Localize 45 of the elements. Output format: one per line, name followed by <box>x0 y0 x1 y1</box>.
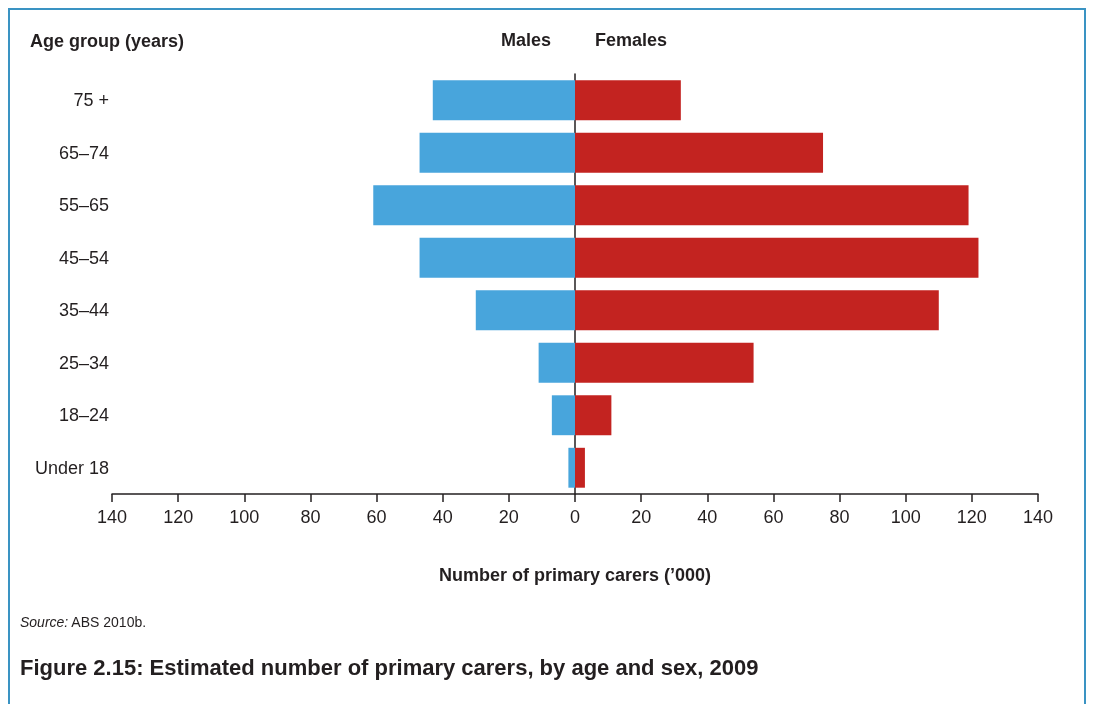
bar <box>575 447 585 488</box>
x-tick-label: 20 <box>498 507 519 527</box>
x-tick-label: 20 <box>631 507 652 527</box>
y-tick-label: 35–44 <box>58 300 109 321</box>
y-tick-label: Under 18 <box>34 457 109 478</box>
y-tick-label: 45–54 <box>58 247 109 268</box>
x-tick-label: 0 <box>569 507 581 527</box>
x-tick-label: 100 <box>890 507 921 527</box>
series-label: Males <box>500 30 551 50</box>
bar <box>575 80 681 121</box>
bar <box>568 447 575 488</box>
series-label: Females <box>595 30 668 50</box>
bar <box>419 237 575 278</box>
bar <box>575 395 612 436</box>
bar <box>575 342 754 383</box>
x-tick-label: 120 <box>163 507 194 527</box>
x-tick-label: 100 <box>229 507 260 527</box>
y-tick-label: 25–34 <box>58 352 109 373</box>
x-tick-label: 140 <box>1022 507 1054 527</box>
x-tick-label: 80 <box>829 507 850 527</box>
y-tick-label: 65–74 <box>58 142 109 163</box>
bar <box>419 132 575 173</box>
x-tick-label: 60 <box>763 507 784 527</box>
bar <box>575 132 824 173</box>
bar <box>551 395 575 436</box>
bar <box>575 237 979 278</box>
y-axis-title: Age group (years) <box>30 31 185 52</box>
y-tick-label: 18–24 <box>58 405 109 426</box>
x-tick-label: 120 <box>956 507 987 527</box>
bar <box>575 185 969 226</box>
x-tick-label: 40 <box>697 507 718 527</box>
bar <box>538 342 575 383</box>
bar <box>575 290 939 331</box>
bar <box>475 290 575 331</box>
text: Figure 2.15: Estimated number of primary carers, by age and sex, 2009 <box>20 655 759 681</box>
y-tick-label: 75 + <box>73 90 109 111</box>
x-tick-label: 60 <box>366 507 387 527</box>
x-tick-label: 80 <box>300 507 321 527</box>
x-tick-label: 140 <box>96 507 128 527</box>
source-note: Source: ABS 2010b. <box>20 614 147 630</box>
bar <box>373 185 575 226</box>
x-tick-label: 40 <box>432 507 453 527</box>
x-axis-title: Number of primary carers (’000) <box>438 565 712 585</box>
y-tick-label: 55–65 <box>58 195 109 216</box>
bar <box>432 80 575 121</box>
